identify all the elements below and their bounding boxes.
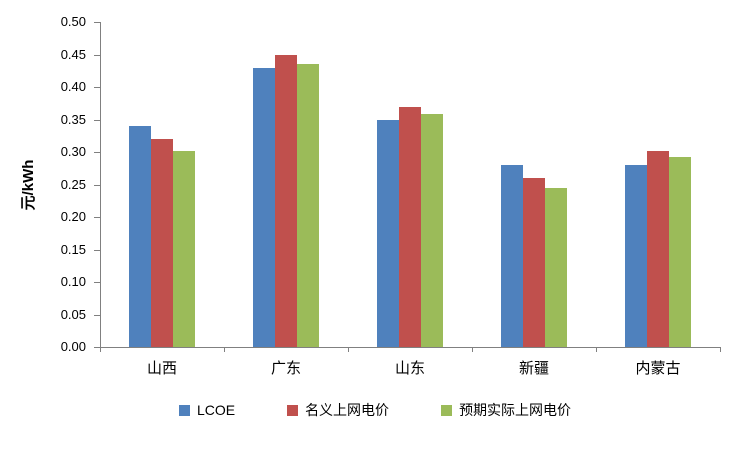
bar-名义上网电价-山东 [399, 106, 421, 347]
x-category-label: 内蒙古 [635, 360, 681, 377]
x-axis-line [100, 347, 721, 348]
legend-label: 名义上网电价 [305, 402, 390, 418]
x-tick-mark [100, 347, 101, 352]
legend-item: LCOE [178, 402, 236, 418]
y-axis-line [100, 22, 101, 347]
bar-名义上网电价-山西 [151, 139, 173, 347]
legend-swatch-icon [441, 404, 453, 416]
bar-预期实际上网电价-广东 [297, 64, 319, 347]
y-tick-mark [94, 314, 100, 316]
bar-名义上网电价-广东 [275, 54, 297, 347]
legend-swatch-icon [178, 404, 190, 416]
y-tick-mark [94, 54, 100, 56]
y-tick-label: 0.20 [60, 209, 86, 224]
y-tick-label: 0.30 [60, 144, 86, 159]
x-tick-mark [596, 347, 597, 352]
legend-item: 名义上网电价 [287, 400, 389, 420]
legend-label: 预期实际上网电价 [459, 402, 572, 418]
bar-预期实际上网电价-山西 [173, 150, 195, 347]
legend-label: LCOE [196, 402, 236, 418]
bar-LCOE-内蒙古 [625, 165, 647, 347]
y-tick-label: 0.05 [60, 306, 86, 322]
y-tick-label: 0.00 [60, 339, 86, 354]
y-tick-mark [94, 282, 100, 283]
bar-名义上网电价-新疆 [523, 178, 545, 347]
bar-预期实际上网电价-新疆 [545, 187, 567, 347]
bar-LCOE-新疆 [501, 165, 523, 347]
y-tick-label: 0.50 [60, 14, 86, 29]
x-tick-mark [472, 347, 473, 352]
bar-LCOE-广东 [253, 67, 275, 347]
x-category-label: 新疆 [518, 360, 549, 377]
y-tick-mark [94, 152, 100, 153]
x-category-label: 山东 [394, 360, 425, 377]
bar-LCOE-山东 [377, 119, 399, 347]
y-tick-mark [94, 87, 100, 88]
legend: LCOE 名义上网电价 预期实际上网电价 [0, 400, 750, 420]
bar-LCOE-山西 [129, 126, 151, 347]
bar-名义上网电价-内蒙古 [647, 151, 669, 347]
y-tick-label: 0.35 [60, 111, 86, 127]
y-tick-label: 0.25 [60, 176, 86, 192]
y-tick-mark [94, 184, 100, 186]
y-tick-mark [94, 22, 100, 23]
legend-item: 预期实际上网电价 [441, 400, 571, 420]
legend-swatch-icon [287, 404, 299, 416]
x-tick-mark [348, 347, 349, 352]
y-tick-mark [94, 347, 100, 348]
x-category-label: 广东 [270, 360, 301, 377]
bar-预期实际上网电价-内蒙古 [669, 156, 691, 347]
y-tick-label: 0.45 [60, 46, 86, 62]
y-tick-mark [94, 217, 100, 218]
y-tick-label: 0.15 [60, 241, 86, 257]
y-tick-label: 0.10 [60, 274, 86, 289]
x-tick-mark [224, 347, 225, 352]
x-tick-mark [720, 347, 721, 352]
x-category-label: 山西 [146, 360, 177, 377]
bar-预期实际上网电价-山东 [421, 114, 443, 347]
y-tick-mark [94, 119, 100, 121]
y-tick-label: 0.40 [60, 79, 86, 94]
y-tick-mark [94, 249, 100, 251]
